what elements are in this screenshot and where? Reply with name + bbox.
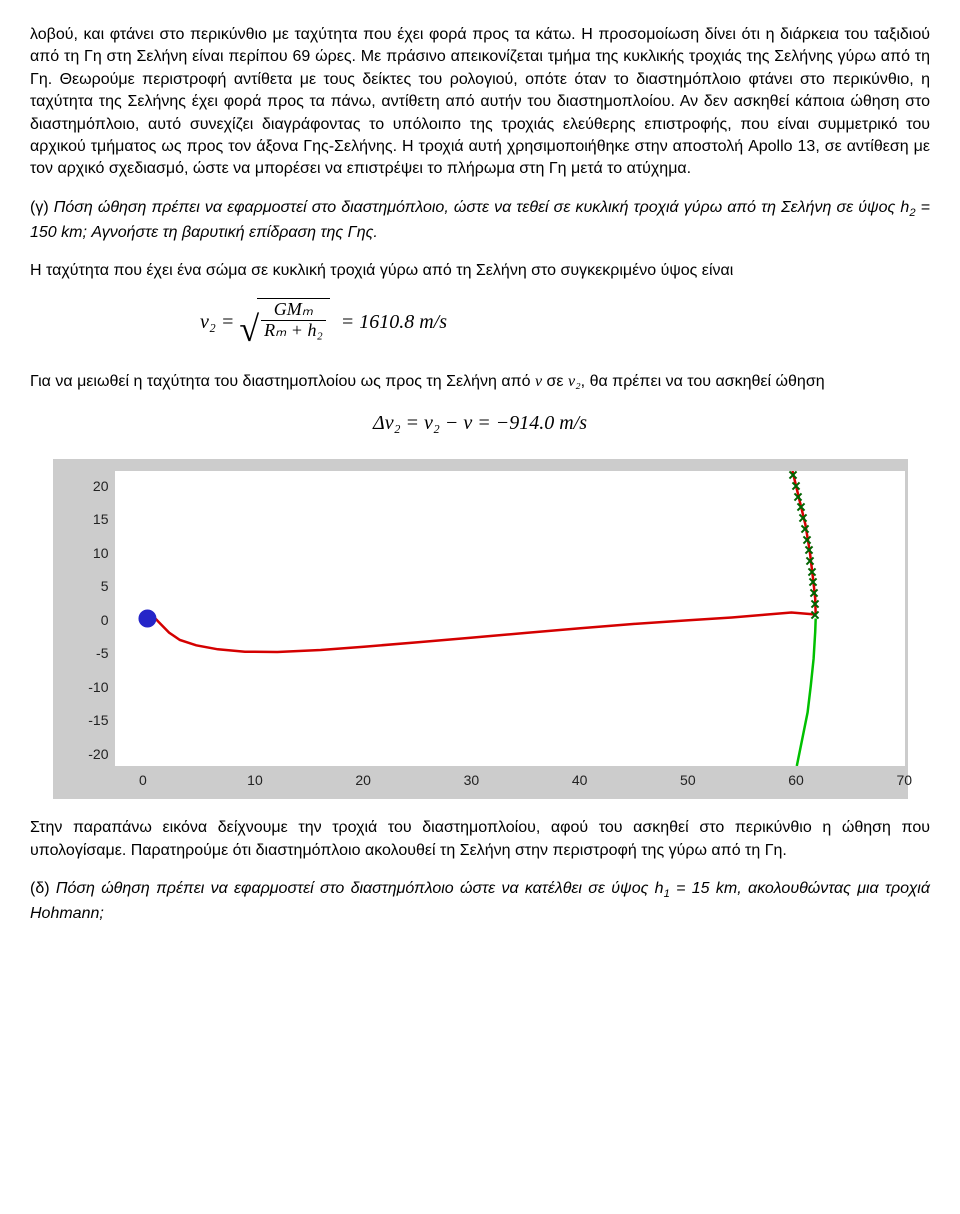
f1-rhs: = 1610.8 m/s [341,311,447,333]
f1-num: GMₘ [261,300,326,321]
paragraph-1: λοβού, και φτάνει στο περικύνθιο με ταχύ… [30,24,930,181]
p3b: σε [542,373,568,390]
sqrt-icon: √ GMₘ Rₘ + h₂ [239,298,329,348]
paragraph-4: Στην παραπάνω εικόνα δείχνουμε την τροχι… [30,817,930,862]
f1-den: Rₘ + h₂ [261,321,326,341]
f1-lhs: v₂ = [200,311,234,333]
paragraph-3: Για να μειωθεί η ταχύτητα του διαστημοπλ… [30,371,930,393]
qd-body: Πόση ώθηση πρέπει να εφαρμοστεί στο διασ… [56,880,664,897]
plot-svg [115,471,905,766]
paragraph-2: Η ταχύτητα που έχει ένα σώμα σε κυκλική … [30,260,930,282]
trajectory-chart: -20-15-10-505101520010203040506070 [53,459,908,799]
p3c: , θα πρέπει να του ασκηθεί ώθηση [581,373,825,390]
plot-area [115,471,905,766]
formula-dv2: Δv₂ = v₂ − v = −914.0 m/s [30,409,930,437]
q-prefix: (γ) [30,199,54,216]
p3a: Για να μειωθεί η ταχύτητα του διαστημοπλ… [30,373,535,390]
p3v2: v₂ [568,373,581,390]
q-body: Πόση ώθηση πρέπει να εφαρμοστεί στο διασ… [54,199,910,216]
qd-prefix: (δ) [30,880,56,897]
question-gamma: (γ) Πόση ώθηση πρέπει να εφαρμοστεί στο … [30,197,930,244]
formula-v2: v₂ = √ GMₘ Rₘ + h₂ = 1610.8 m/s [30,298,930,348]
question-delta: (δ) Πόση ώθηση πρέπει να εφαρμοστεί στο … [30,878,930,925]
